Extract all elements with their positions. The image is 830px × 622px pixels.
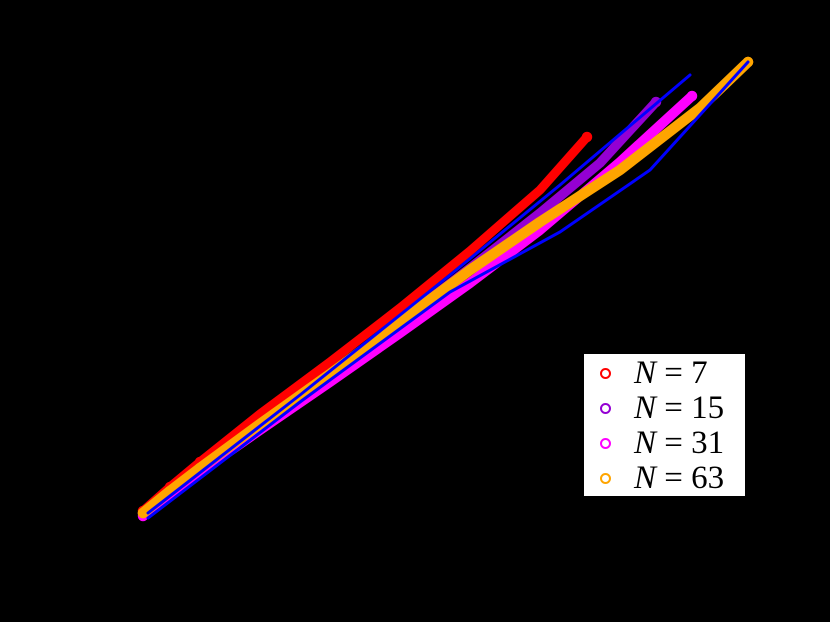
legend: N = 7 N = 15 N = 31 N = 63 <box>584 354 745 496</box>
series-line-63 <box>137 56 754 519</box>
circle-marker-icon <box>581 131 593 143</box>
reference-line <box>146 60 750 520</box>
legend-item-n31: N = 31 <box>584 426 745 461</box>
legend-item-n63: N = 63 <box>584 461 745 496</box>
circle-marker-icon <box>600 438 611 449</box>
circle-marker-icon <box>742 56 754 68</box>
legend-label: N = 7 <box>634 355 708 391</box>
reference-line <box>146 73 692 515</box>
circle-marker-icon <box>600 403 611 414</box>
legend-label: N = 15 <box>634 390 725 426</box>
circle-marker-icon <box>600 473 611 484</box>
legend-item-n15: N = 15 <box>584 391 745 426</box>
legend-item-n7: N = 7 <box>584 356 745 391</box>
legend-label: N = 31 <box>634 425 725 461</box>
circle-marker-icon <box>686 90 698 102</box>
reference-lines <box>146 60 750 520</box>
circle-marker-icon <box>600 368 611 379</box>
legend-label: N = 63 <box>634 460 725 496</box>
